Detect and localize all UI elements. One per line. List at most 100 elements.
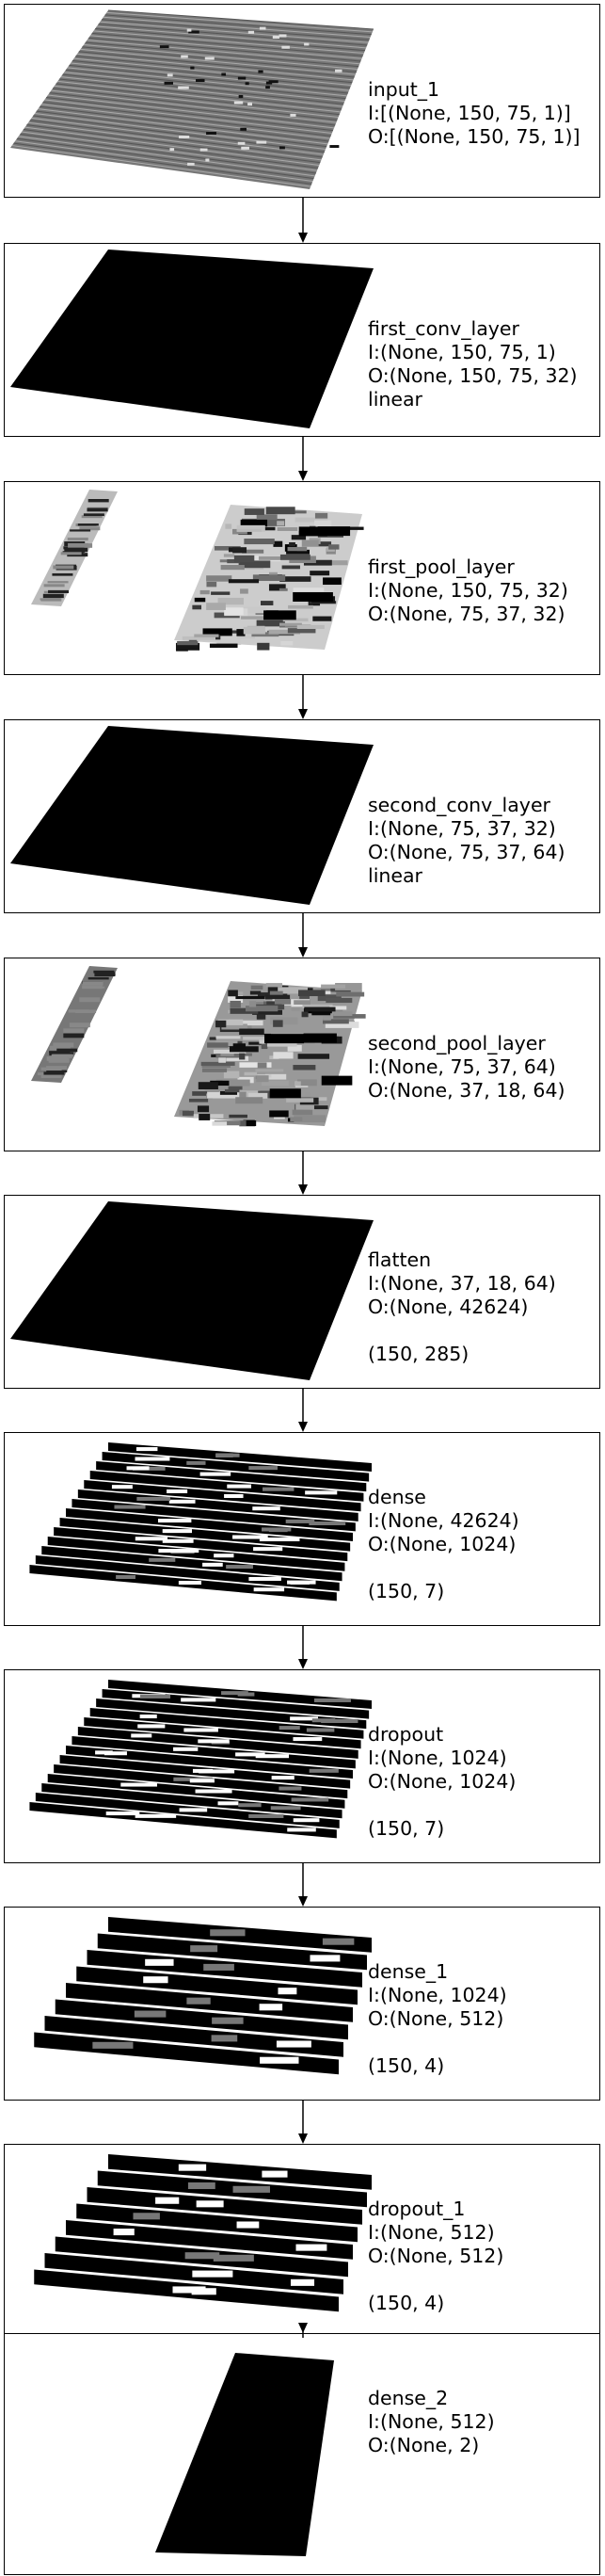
- layer-input-shape: I:(None, 37, 18, 64): [368, 1272, 556, 1295]
- layer-output-shape: O:(None, 75, 37, 32): [368, 603, 565, 625]
- layer-name: second_conv_layer: [368, 794, 550, 816]
- arrow-head-icon: [298, 947, 308, 958]
- arrow-head-icon: [298, 1184, 308, 1195]
- activation-row: [41, 1546, 342, 1582]
- layer-output-shape: O:(None, 512): [368, 2245, 504, 2267]
- layer-name: dropout: [368, 1723, 444, 1746]
- activation-row: [47, 1537, 345, 1571]
- layer-label: dense_2 I:(None, 512) O:(None, 2): [368, 2387, 495, 2457]
- layer-name: first_pool_layer: [368, 555, 515, 578]
- layer-output-shape: O:(None, 1024): [368, 1533, 517, 1555]
- arrow-head-icon: [298, 233, 308, 243]
- layer-output-shape: O:(None, 2): [368, 2434, 480, 2456]
- arrow-head-icon: [298, 2323, 308, 2333]
- layer-output-shape: O:(None, 512): [368, 2007, 504, 2030]
- layer-input-shape: I:(None, 150, 75, 1): [368, 341, 556, 363]
- layer-viz-shape: (150, 285): [368, 1343, 470, 1365]
- activation-row: [44, 2016, 343, 2057]
- activation-row: [96, 1699, 367, 1730]
- layer-label: dropout I:(None, 1024) O:(None, 1024) (150,…: [368, 1723, 516, 1841]
- layer-activation: linear: [368, 388, 422, 411]
- layer-output-shape: O:(None, 75, 37, 64): [368, 841, 565, 863]
- feature-plane: [10, 1201, 374, 1380]
- layer-visualization: [31, 490, 364, 652]
- layer-name: input_1: [368, 78, 440, 101]
- layer-label: first_conv_layer I:(None, 150, 75, 1) O:(N…: [368, 317, 578, 411]
- layer-input-shape: I:(None, 75, 37, 64): [368, 1055, 556, 1078]
- activation-row: [108, 2154, 372, 2190]
- layer-box-flatten: flatten I:(None, 37, 18, 64) O:(None, 4262…: [4, 1195, 600, 1389]
- layer-name: dropout_1: [368, 2198, 466, 2220]
- activation-row: [97, 1933, 367, 1971]
- layer-viz-shape: (150, 7): [368, 1817, 445, 1840]
- layer-input-shape: I:(None, 42624): [368, 1509, 519, 1532]
- layer-visualization: [29, 1680, 372, 1839]
- feature-plane: [10, 726, 374, 905]
- layer-box-input_1: input_1 I:[(None, 150, 75, 1)] O:[(None, 1…: [4, 4, 600, 198]
- activation-row: [66, 2220, 353, 2260]
- layer-visualization: [10, 1201, 374, 1380]
- layer-viz-shape: (150, 4): [368, 2054, 445, 2077]
- layer-box-second_conv_layer: second_conv_layer I:(None, 75, 37, 32) O:(…: [4, 719, 600, 913]
- arrow-head-icon: [298, 709, 308, 719]
- layer-output-shape: O:[(None, 150, 75, 1)]: [368, 125, 581, 148]
- layer-box-dropout_1: dropout_1 I:(None, 512) O:(None, 512) (150,…: [4, 2144, 600, 2338]
- activation-row: [87, 2187, 362, 2225]
- activation-row: [66, 1508, 353, 1541]
- layer-box-first_conv_layer: first_conv_layer I:(None, 150, 75, 1) O:(N…: [4, 243, 600, 437]
- arrow-head-icon: [298, 1659, 308, 1669]
- layer-box-dropout: dropout I:(None, 1024) O:(None, 1024) (150,…: [4, 1669, 600, 1863]
- layer-name: dense_2: [368, 2387, 449, 2409]
- layer-input-shape: I:[(None, 150, 75, 1)]: [368, 102, 571, 124]
- layer-label: second_pool_layer I:(None, 75, 37, 64) O:(…: [368, 1032, 565, 1103]
- layer-visualization: [155, 2353, 334, 2556]
- layer-viz-shape: (150, 7): [368, 1580, 445, 1602]
- layer-input-shape: I:(None, 512): [368, 2221, 495, 2244]
- layer-visualization: [10, 9, 374, 189]
- arrow-head-icon: [298, 1896, 308, 1907]
- layer-label: first_pool_layer I:(None, 150, 75, 32) O:(…: [368, 555, 568, 626]
- arrow-head-icon: [298, 1422, 308, 1432]
- layer-visualization: [34, 1917, 372, 2075]
- feature-plane: [155, 2353, 334, 2556]
- layer-output-shape: O:(None, 150, 75, 32): [368, 364, 578, 387]
- activation-row: [29, 1802, 337, 1839]
- layer-visualization: [31, 966, 366, 1127]
- layer-name: first_conv_layer: [368, 317, 519, 340]
- layer-output-shape: O:(None, 37, 18, 64): [368, 1079, 565, 1102]
- layer-name: dense_1: [368, 1960, 449, 1983]
- activation-row: [54, 1527, 348, 1562]
- layer-viz-shape: (150, 4): [368, 2292, 445, 2314]
- layer-label: dropout_1 I:(None, 512) O:(None, 512) (150,…: [368, 2198, 503, 2315]
- activation-row: [72, 1736, 356, 1769]
- activation-row: [41, 1783, 342, 1819]
- layer-name: dense: [368, 1486, 426, 1508]
- layer-input-shape: I:(None, 512): [368, 2410, 495, 2433]
- activation-row: [89, 1471, 364, 1502]
- layer-activation: linear: [368, 864, 422, 887]
- layer-input-shape: I:(None, 1024): [368, 1747, 507, 1769]
- activation-row: [84, 1480, 361, 1512]
- layer-box-dense_2: dense_2 I:(None, 512) O:(None, 2): [4, 2333, 600, 2575]
- layer-output-shape: O:(None, 42624): [368, 1296, 529, 1318]
- layer-box-second_pool_layer: second_pool_layer I:(None, 75, 37, 64) O:(…: [4, 958, 600, 1151]
- layer-box-dense_1: dense_1 I:(None, 1024) O:(None, 512) (150, …: [4, 1907, 600, 2101]
- layer-input-shape: I:(None, 75, 37, 32): [368, 817, 556, 840]
- layer-label: dense I:(None, 42624) O:(None, 1024) (150, …: [368, 1486, 519, 1603]
- layer-visualization: [29, 1442, 372, 1602]
- feature-plane: [10, 250, 374, 428]
- activation-row: [55, 1999, 348, 2040]
- layer-input-shape: I:(None, 150, 75, 32): [368, 579, 568, 602]
- arrow-head-icon: [298, 2133, 308, 2144]
- layer-label: dense_1 I:(None, 1024) O:(None, 512) (150, …: [368, 1960, 507, 2078]
- activation-row: [35, 1555, 340, 1591]
- layer-box-first_pool_layer: first_pool_layer I:(None, 150, 75, 32) O:(…: [4, 481, 600, 675]
- layer-input-shape: I:(None, 1024): [368, 1984, 507, 2006]
- layer-label: input_1 I:[(None, 150, 75, 1)] O:[(None, 1…: [368, 78, 581, 149]
- activation-row: [108, 1442, 372, 1472]
- layer-box-dense: dense I:(None, 42624) O:(None, 1024) (150, …: [4, 1432, 600, 1626]
- layer-name: second_pool_layer: [368, 1032, 546, 1055]
- layer-visualization: [10, 250, 374, 428]
